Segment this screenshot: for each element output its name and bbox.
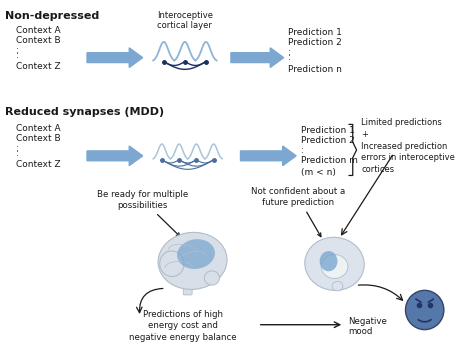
Text: :: : (16, 51, 19, 60)
Text: Prediction m: Prediction m (301, 156, 358, 165)
Text: :: : (16, 46, 19, 55)
Ellipse shape (160, 251, 184, 276)
Text: Limited predictions
+
Increased prediction
errors in interoceptive
cortices: Limited predictions + Increased predicti… (361, 118, 455, 174)
Ellipse shape (305, 237, 364, 290)
Text: Prediction 1: Prediction 1 (301, 126, 355, 135)
Ellipse shape (332, 281, 343, 291)
Ellipse shape (158, 232, 227, 289)
Ellipse shape (177, 239, 215, 269)
Text: (m < n): (m < n) (301, 168, 336, 177)
Text: Predictions of high
energy cost and
negative energy balance: Predictions of high energy cost and nega… (129, 310, 237, 342)
Text: :: : (289, 48, 292, 57)
Text: Non-depressed: Non-depressed (5, 10, 99, 21)
Text: :: : (16, 144, 19, 153)
Text: Prediction n: Prediction n (289, 65, 342, 75)
Text: Context A: Context A (16, 26, 61, 35)
FancyArrow shape (231, 48, 283, 68)
Ellipse shape (204, 271, 219, 285)
Text: Reduced synapses (MDD): Reduced synapses (MDD) (5, 107, 164, 117)
Text: Interoceptive
cortical layer: Interoceptive cortical layer (157, 10, 213, 30)
Text: :: : (16, 149, 19, 158)
Text: :: : (301, 146, 304, 155)
Text: Context Z: Context Z (16, 62, 61, 71)
Text: Context B: Context B (16, 134, 61, 143)
FancyArrow shape (87, 48, 143, 68)
Text: Context Z: Context Z (16, 160, 61, 169)
Text: Prediction 2: Prediction 2 (301, 136, 355, 145)
FancyBboxPatch shape (183, 281, 192, 295)
Text: Context B: Context B (16, 36, 61, 45)
Text: Prediction 2: Prediction 2 (289, 38, 342, 47)
Text: Context A: Context A (16, 124, 61, 133)
Ellipse shape (319, 251, 337, 271)
Text: Not confident about a
future prediction: Not confident about a future prediction (251, 188, 345, 237)
Circle shape (405, 290, 444, 330)
Text: Be ready for multiple
possibilities: Be ready for multiple possibilities (97, 190, 188, 236)
Text: Negative
mood: Negative mood (348, 317, 387, 336)
FancyArrow shape (87, 146, 143, 166)
Text: :: : (289, 53, 292, 62)
Ellipse shape (321, 254, 348, 278)
FancyArrow shape (240, 146, 296, 166)
Text: Prediction 1: Prediction 1 (289, 28, 342, 37)
